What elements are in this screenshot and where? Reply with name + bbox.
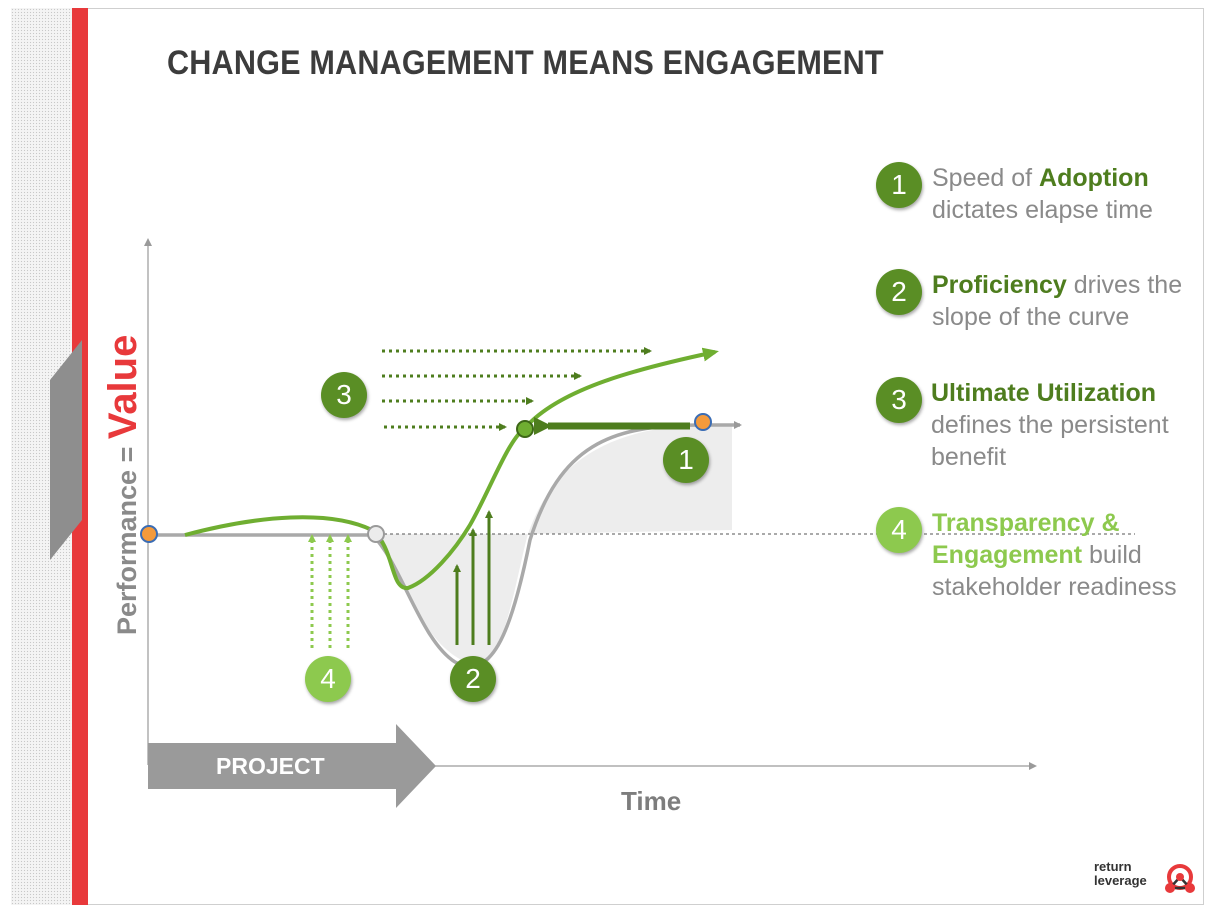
utilization-arrows [382,347,652,431]
y-axis-label: Performance = Value [101,335,146,635]
legend-highlight: Ultimate Utilization [931,379,1157,407]
project-arrow [148,724,436,808]
proficiency-arrows [453,510,493,645]
project-label: PROJECT [216,753,325,779]
legend-badge-1: 1 [876,162,922,208]
x-axis-label: Time [621,786,682,816]
legend-post: defines the persistent benefit [931,411,1169,471]
legend-highlight: Adoption [1039,164,1149,192]
legend-text-proficiency: Proficiency drives the slope of the curv… [932,269,1212,333]
logo-line2: leverage [1094,873,1147,888]
logo-line1: return [1094,859,1132,874]
legend-badge-3: 3 [876,377,922,423]
start-marker [140,525,158,543]
legend-post: build stakeholder readiness [932,541,1177,601]
logo-mark-icon [1165,864,1195,893]
legend-badge-2: 2 [876,269,922,315]
legend-text-engagement: Transparency & Engagement build stakehol… [932,507,1212,603]
diagram-badge-2: 2 [450,656,496,702]
legend-badge-4: 4 [876,507,922,553]
legend-post: dictates elapse time [932,196,1153,224]
legend-text-utilization: Ultimate Utilization defines the persist… [931,377,1211,473]
legend-post: drives the slope of the curve [932,271,1183,331]
diagram-badge-1: 1 [663,437,709,483]
diagram-badge-4: 4 [305,656,351,702]
y-axis-label-prefix: Performance = [112,439,142,635]
side-block-arrow [50,340,82,560]
slide-title: CHANGE MANAGEMENT MEANS ENGAGEMENT [167,44,884,82]
legend-highlight: Proficiency [932,271,1067,299]
legend-pre: Speed of [932,164,1040,192]
green-performance-curve [184,347,719,590]
legend-highlight: Transparency & Engagement [932,509,1120,569]
dip-start-marker [367,525,385,543]
diagram-badge-3: 3 [321,372,367,418]
return-leverage-logo: return leverage [1094,860,1204,900]
end-marker [694,413,712,431]
legend-text-adoption: Speed of Adoption dictates elapse time [932,162,1212,226]
gray-performance-curve [150,421,742,668]
y-axis-label-value: Value [101,334,145,440]
adoption-marker [516,420,534,438]
dip-shaded-area [378,534,528,664]
engagement-arrows [308,534,352,648]
logo-text: return leverage [1094,860,1147,888]
